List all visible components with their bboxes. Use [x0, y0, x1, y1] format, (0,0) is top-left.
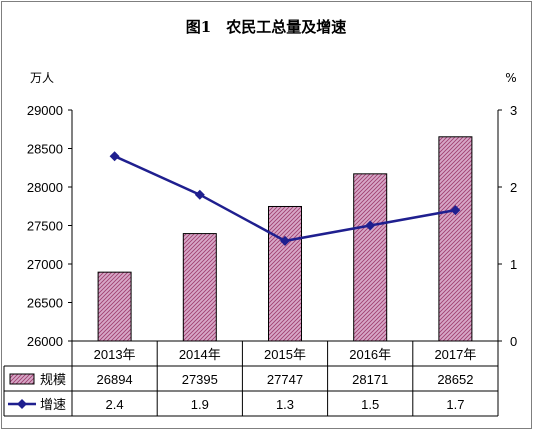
left-tick-label: 29000	[27, 103, 63, 118]
line-value-label: 1.5	[361, 397, 379, 412]
legend-label-bars: 规模	[40, 372, 66, 387]
category-label: 2015年	[264, 347, 306, 362]
legend-swatch-bars	[9, 373, 35, 385]
right-tick-label: 3	[510, 103, 517, 118]
line-value-label: 1.3	[276, 397, 294, 412]
line-point-2013年	[109, 151, 120, 162]
left-tick-label: 27500	[27, 219, 63, 234]
bar-2013年	[97, 271, 132, 342]
line-value-label: 1.7	[446, 397, 464, 412]
left-tick-label: 26500	[27, 296, 63, 311]
category-label: 2013年	[94, 347, 136, 362]
category-label: 2017年	[434, 347, 476, 362]
left-axis-unit: 万人	[30, 71, 54, 85]
left-tick-label: 28000	[27, 180, 63, 195]
line-point-2014年	[194, 189, 205, 200]
bar-value-label: 26894	[97, 372, 133, 387]
right-axis-ticks: 0 1 2 3	[498, 103, 517, 349]
left-tick-label: 28500	[27, 142, 63, 157]
line-point-2015年	[280, 235, 290, 246]
line-point-2017年	[450, 205, 461, 216]
left-tick-label: 26000	[27, 334, 63, 349]
bar-value-label: 28171	[352, 372, 388, 387]
right-tick-label: 2	[510, 180, 517, 195]
left-axis-ticks: 26000 26500 27000 27500 28000 28500 29000	[27, 103, 72, 349]
line-value-label: 1.9	[191, 397, 209, 412]
line-value-label: 2.4	[106, 397, 124, 412]
bar-2014年	[182, 233, 217, 342]
right-tick-label: 1	[510, 257, 517, 272]
right-axis-unit: %	[505, 71, 516, 85]
bar-value-label: 27395	[182, 372, 218, 387]
bar-value-label: 27747	[267, 372, 303, 387]
legend-swatch-marker	[17, 399, 27, 409]
bar-2016年	[353, 173, 388, 342]
bar-value-label: 28652	[437, 372, 473, 387]
left-tick-label: 27000	[27, 257, 63, 272]
bar-2017年	[438, 136, 473, 342]
bar-series	[97, 136, 473, 342]
line-series	[109, 151, 461, 246]
chart-title: 图1 农民工总量及增速	[186, 18, 346, 36]
category-label: 2016年	[349, 347, 391, 362]
legend-label-line: 增速	[40, 397, 66, 412]
axes	[71, 110, 499, 341]
right-tick-label: 0	[510, 334, 517, 349]
line-point-2016年	[365, 220, 376, 231]
bar-2015年	[268, 205, 302, 342]
category-label: 2014年	[179, 347, 221, 362]
